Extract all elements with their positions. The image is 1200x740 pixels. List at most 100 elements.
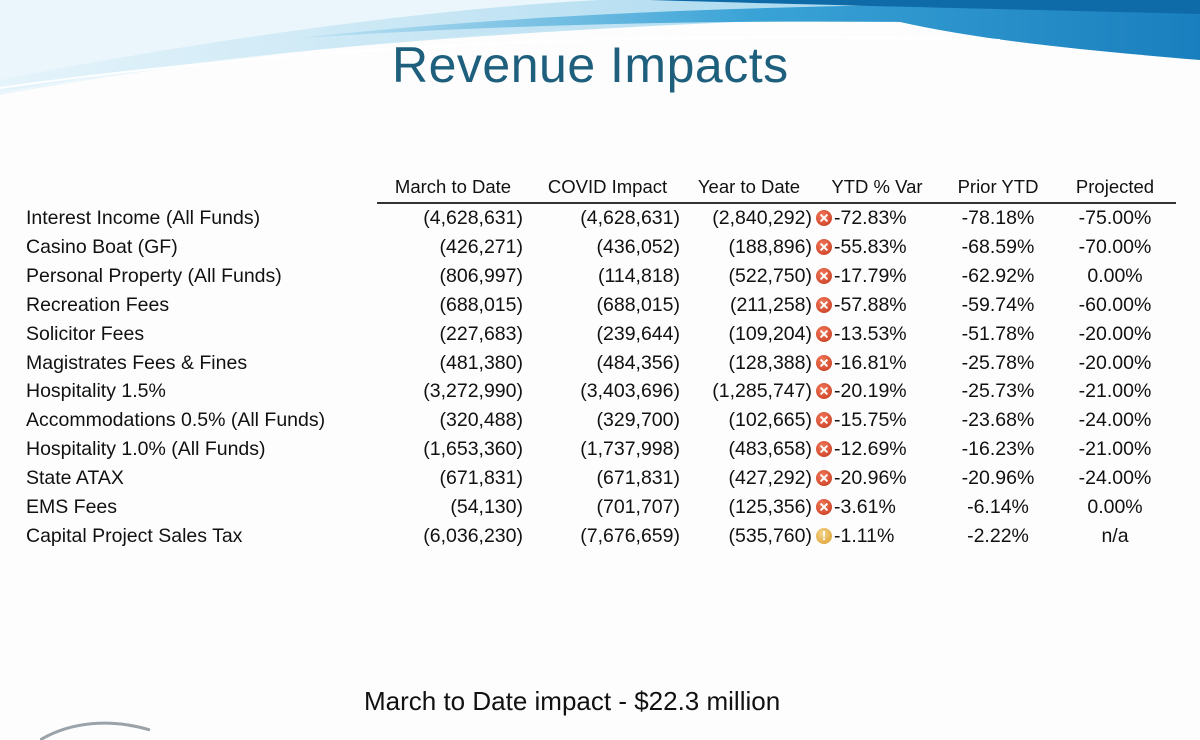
covid-impact-cell: (3,403,696) xyxy=(580,380,680,403)
march-to-date-cell: (481,380) xyxy=(439,351,523,374)
row-label: Interest Income (All Funds) xyxy=(26,206,261,229)
year-to-date-cell: (535,760) xyxy=(728,524,812,547)
row-label: Casino Boat (GF) xyxy=(26,235,178,258)
prior-ytd-cell: -23.68% xyxy=(961,409,1035,432)
march-to-date-cell: (671,831) xyxy=(439,467,523,490)
ytd-var-cell: -72.83% xyxy=(812,203,942,233)
ytd-var-value: -12.69% xyxy=(834,438,907,461)
ytd-var-value: -20.96% xyxy=(834,467,907,490)
negative-x-icon xyxy=(816,210,832,226)
ytd-var-cell: -3.61% xyxy=(812,493,942,522)
march-to-date-cell: (1,653,360) xyxy=(423,438,523,461)
header-blank xyxy=(22,172,377,203)
prior-ytd-cell: -25.78% xyxy=(961,351,1035,374)
row-label: State ATAX xyxy=(26,467,124,490)
year-to-date-cell: (1,285,747) xyxy=(712,380,812,403)
row-label: EMS Fees xyxy=(26,496,118,519)
table-header-row: March to Date COVID Impact Year to Date … xyxy=(22,172,1176,204)
header-march-to-date: March to Date xyxy=(377,172,529,204)
revenue-table-container: March to Date COVID Impact Year to Date … xyxy=(22,172,1176,551)
year-to-date-cell: (125,356) xyxy=(728,496,812,519)
projected-cell: -24.00% xyxy=(1078,467,1152,490)
year-to-date-cell: (109,204) xyxy=(728,322,812,345)
ytd-var-cell: -17.79% xyxy=(812,262,942,291)
ytd-var-cell: -16.81% xyxy=(812,349,942,378)
prior-ytd-cell: -16.23% xyxy=(961,438,1035,461)
prior-ytd-cell: -51.78% xyxy=(961,322,1035,345)
ytd-var-value: -3.61% xyxy=(834,496,896,519)
ytd-var-cell: -55.83% xyxy=(812,233,942,262)
impact-summary: March to Date impact - $22.3 million xyxy=(364,686,781,716)
ytd-var-cell: -20.19% xyxy=(812,377,942,406)
ytd-var-value: -57.88% xyxy=(834,293,907,316)
march-to-date-cell: (6,036,230) xyxy=(423,524,523,547)
table-row: EMS Fees (54,130) (701,707) (125,356) -3.61%… xyxy=(22,493,1176,522)
row-label: Accommodations 0.5% (All Funds) xyxy=(26,409,326,432)
ytd-var-value: -1.11% xyxy=(834,524,895,547)
projected-cell: -70.00% xyxy=(1078,235,1152,258)
ytd-var-value: -15.75% xyxy=(834,409,907,432)
table-row: State ATAX (671,831) (671,831) (427,292) -20… xyxy=(22,464,1176,493)
prior-ytd-cell: -25.73% xyxy=(961,380,1035,403)
negative-x-icon xyxy=(816,354,832,371)
negative-x-icon xyxy=(816,441,832,458)
year-to-date-cell: (188,896) xyxy=(728,235,812,258)
table-row: Accommodations 0.5% (All Funds) (320,488)… xyxy=(22,406,1176,435)
prior-ytd-cell: -68.59% xyxy=(961,235,1035,258)
covid-impact-cell: (436,052) xyxy=(596,235,680,258)
covid-impact-cell: (1,737,998) xyxy=(580,438,680,461)
march-to-date-cell: (806,997) xyxy=(439,264,523,287)
prior-ytd-cell: -6.14% xyxy=(967,496,1029,519)
negative-x-icon xyxy=(816,238,832,255)
prior-ytd-cell: -59.74% xyxy=(961,293,1035,316)
covid-impact-cell: (7,676,659) xyxy=(580,524,680,547)
footer-swoosh xyxy=(40,721,151,740)
ytd-var-value: -20.19% xyxy=(834,380,907,403)
negative-x-icon xyxy=(816,412,832,429)
year-to-date-cell: (522,750) xyxy=(728,264,812,287)
covid-impact-cell: (688,015) xyxy=(596,293,680,316)
covid-impact-cell: (239,644) xyxy=(596,322,680,345)
negative-x-icon xyxy=(816,325,832,342)
header-projected: Projected xyxy=(1054,172,1176,204)
header-prior-ytd: Prior YTD xyxy=(942,172,1054,204)
header-covid-impact: COVID Impact xyxy=(529,172,686,204)
projected-cell: n/a xyxy=(1101,524,1129,547)
header-banner xyxy=(0,0,1200,95)
prior-ytd-cell: -78.18% xyxy=(961,207,1035,229)
row-label: Recreation Fees xyxy=(26,293,170,316)
negative-x-icon xyxy=(816,499,832,516)
ytd-var-value: -55.83% xyxy=(834,235,907,258)
header-year-to-date: Year to Date xyxy=(686,172,812,204)
ytd-var-cell: -15.75% xyxy=(812,406,942,435)
prior-ytd-cell: -20.96% xyxy=(961,467,1035,490)
ytd-var-cell: -57.88% xyxy=(812,291,942,320)
ytd-var-value: -16.81% xyxy=(834,351,907,374)
projected-cell: 0.00% xyxy=(1087,264,1143,287)
prior-ytd-cell: -2.22% xyxy=(967,524,1029,547)
year-to-date-cell: (2,840,292) xyxy=(712,207,812,229)
header-ytd-var: YTD % Var xyxy=(812,172,942,204)
covid-impact-cell: (329,700) xyxy=(596,409,680,432)
covid-impact-cell: (114,818) xyxy=(597,264,680,287)
march-to-date-cell: (4,628,631) xyxy=(423,207,523,229)
negative-x-icon xyxy=(816,470,832,487)
march-to-date-cell: (688,015) xyxy=(439,293,523,316)
row-label: Hospitality 1.0% (All Funds) xyxy=(26,438,266,461)
projected-cell: -20.00% xyxy=(1078,351,1152,374)
table-row: Magistrates Fees & Fines (481,380) (484,35… xyxy=(22,349,1176,378)
projected-cell: -60.00% xyxy=(1078,293,1152,316)
row-label: Hospitality 1.5% xyxy=(26,380,166,403)
march-to-date-cell: (426,271) xyxy=(439,235,523,258)
ytd-var-value: -72.83% xyxy=(834,207,907,229)
year-to-date-cell: (102,665) xyxy=(728,409,812,432)
march-to-date-cell: (54,130) xyxy=(450,496,523,519)
table-row: Recreation Fees (688,015) (688,015) (211,25… xyxy=(22,291,1176,320)
projected-cell: 0.00% xyxy=(1087,496,1143,519)
year-to-date-cell: (211,258) xyxy=(729,293,812,316)
year-to-date-cell: (483,658) xyxy=(728,438,812,461)
table-row: Interest Income (All Funds) (4,628,631) (4… xyxy=(22,203,1176,233)
projected-cell: -21.00% xyxy=(1078,380,1152,403)
slide-title: Revenue Impacts xyxy=(392,37,789,93)
ytd-var-cell: -12.69% xyxy=(812,435,942,464)
